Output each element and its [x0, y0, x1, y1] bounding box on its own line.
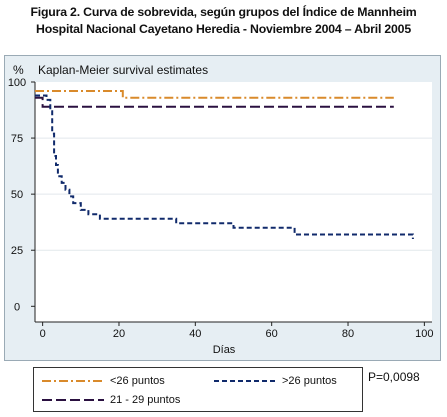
x-tick-label-60: 60 — [266, 328, 278, 340]
x-tick-label-100: 100 — [415, 328, 433, 340]
figure-title-line2: Hospital Nacional Cayetano Heredia - Nov… — [36, 22, 411, 36]
y-tick-label-75: 75 — [11, 133, 23, 145]
legend-label-gt26: >26 puntos — [282, 375, 337, 387]
legend-label-21-29: 21 - 29 puntos — [110, 394, 181, 406]
legend-item-gt26: >26 puntos — [214, 374, 337, 388]
legend-swatch-lt26 — [42, 380, 104, 382]
x-tick-label-80: 80 — [342, 328, 354, 340]
legend-item-lt26: <26 puntos — [42, 374, 165, 388]
y-tick-label-25: 25 — [11, 245, 23, 257]
x-tick-label-20: 20 — [113, 328, 125, 340]
legend-swatch-gt26 — [214, 380, 276, 382]
figure-caption: Figura 2. Curva de sobrevida, según grup… — [0, 4, 447, 38]
x-tick-label-0: 0 — [40, 328, 46, 340]
plot-area — [35, 82, 432, 322]
legend-label-lt26: <26 puntos — [110, 375, 165, 387]
y-axis-label: % — [13, 63, 24, 77]
p-value: P=0,0098 — [368, 370, 420, 384]
figure-title-line1: Figura 2. Curva de sobrevida, según grup… — [30, 5, 417, 19]
series-line-0 — [35, 90, 394, 99]
series-line-1 — [35, 96, 394, 108]
x-axis-label: Días — [213, 344, 236, 356]
series-line-2 — [35, 94, 414, 239]
legend: <26 puntos 21 - 29 puntos >26 puntos — [33, 367, 363, 412]
y-tick-label-50: 50 — [11, 189, 23, 201]
legend-item-21-29: 21 - 29 puntos — [42, 393, 180, 407]
chart-subtitle: Kaplan-Meier survival estimates — [38, 63, 208, 77]
x-tick-label-40: 40 — [189, 328, 201, 340]
y-tick-label-0: 0 — [14, 301, 20, 313]
legend-swatch-21-29 — [42, 399, 104, 401]
y-tick-label-100: 100 — [8, 77, 26, 89]
